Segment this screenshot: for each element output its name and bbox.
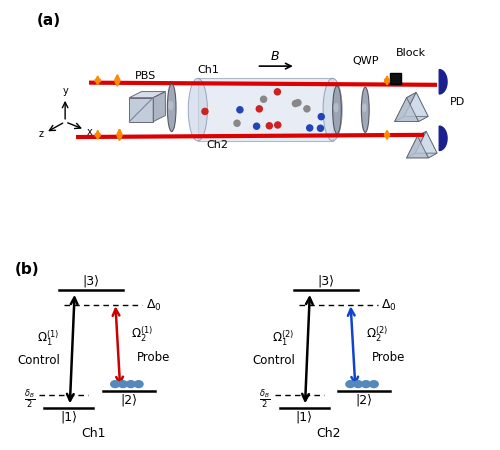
Text: PBS: PBS bbox=[135, 71, 156, 81]
Circle shape bbox=[292, 100, 298, 107]
Polygon shape bbox=[404, 92, 428, 117]
Text: z: z bbox=[39, 129, 44, 139]
Text: Block: Block bbox=[396, 48, 426, 58]
Polygon shape bbox=[439, 126, 447, 150]
Text: |2⟩: |2⟩ bbox=[120, 393, 138, 406]
Circle shape bbox=[354, 381, 362, 387]
Circle shape bbox=[260, 96, 266, 102]
Polygon shape bbox=[394, 92, 416, 122]
Text: $\Delta_0$: $\Delta_0$ bbox=[382, 298, 397, 313]
Text: Probe: Probe bbox=[372, 351, 405, 364]
Ellipse shape bbox=[168, 84, 176, 131]
Polygon shape bbox=[130, 91, 166, 98]
Circle shape bbox=[118, 381, 128, 387]
Ellipse shape bbox=[323, 78, 342, 141]
Text: x: x bbox=[87, 127, 92, 137]
Text: $\frac{\delta_B}{2}$: $\frac{\delta_B}{2}$ bbox=[24, 388, 36, 411]
Text: $\Omega_2^{(2)}$: $\Omega_2^{(2)}$ bbox=[366, 324, 388, 344]
Polygon shape bbox=[394, 117, 428, 122]
Polygon shape bbox=[130, 98, 153, 122]
Circle shape bbox=[346, 381, 354, 387]
Text: (a): (a) bbox=[37, 13, 61, 28]
Polygon shape bbox=[418, 131, 437, 158]
Circle shape bbox=[266, 123, 272, 129]
Polygon shape bbox=[198, 78, 332, 141]
Text: Ch2: Ch2 bbox=[316, 427, 341, 440]
Text: $\frac{\delta_B}{2}$: $\frac{\delta_B}{2}$ bbox=[260, 388, 270, 411]
Text: Ch2: Ch2 bbox=[206, 140, 229, 150]
Polygon shape bbox=[153, 91, 166, 122]
Text: y: y bbox=[63, 86, 68, 95]
Text: $\Delta_0$: $\Delta_0$ bbox=[146, 298, 162, 313]
Text: |3⟩: |3⟩ bbox=[82, 274, 100, 288]
Circle shape bbox=[306, 125, 312, 131]
Polygon shape bbox=[406, 92, 428, 122]
Text: Control: Control bbox=[17, 354, 60, 367]
Circle shape bbox=[134, 381, 143, 387]
Text: |1⟩: |1⟩ bbox=[296, 410, 312, 423]
Circle shape bbox=[295, 99, 301, 106]
Circle shape bbox=[304, 106, 310, 112]
Circle shape bbox=[202, 108, 208, 114]
Circle shape bbox=[274, 122, 281, 128]
Circle shape bbox=[370, 381, 378, 387]
Text: |3⟩: |3⟩ bbox=[318, 274, 334, 288]
Polygon shape bbox=[416, 131, 437, 153]
Text: Ch1: Ch1 bbox=[198, 65, 220, 75]
Text: $\Omega_2^{(1)}$: $\Omega_2^{(1)}$ bbox=[132, 324, 154, 344]
Ellipse shape bbox=[334, 103, 338, 112]
Polygon shape bbox=[406, 153, 437, 158]
Ellipse shape bbox=[362, 87, 369, 132]
Polygon shape bbox=[406, 131, 426, 158]
Text: $\Omega_1^{(2)}$: $\Omega_1^{(2)}$ bbox=[272, 328, 294, 348]
Circle shape bbox=[254, 123, 260, 129]
Text: |1⟩: |1⟩ bbox=[60, 410, 78, 423]
Circle shape bbox=[362, 381, 370, 387]
Ellipse shape bbox=[168, 101, 173, 110]
Circle shape bbox=[237, 107, 243, 113]
Circle shape bbox=[234, 120, 240, 126]
Text: (b): (b) bbox=[15, 261, 40, 276]
Circle shape bbox=[318, 125, 324, 131]
Polygon shape bbox=[439, 70, 447, 94]
Text: Probe: Probe bbox=[136, 351, 170, 364]
Text: QWP: QWP bbox=[352, 56, 378, 67]
Bar bbox=[390, 72, 402, 84]
Circle shape bbox=[318, 113, 324, 120]
Ellipse shape bbox=[332, 86, 342, 134]
Ellipse shape bbox=[188, 78, 208, 141]
Polygon shape bbox=[406, 136, 428, 158]
Polygon shape bbox=[394, 98, 418, 122]
Ellipse shape bbox=[362, 103, 367, 112]
Text: $\Omega_1^{(1)}$: $\Omega_1^{(1)}$ bbox=[37, 328, 60, 348]
Text: |2⟩: |2⟩ bbox=[356, 393, 372, 406]
Circle shape bbox=[110, 381, 120, 387]
Text: Control: Control bbox=[252, 354, 295, 367]
Text: $B$: $B$ bbox=[270, 50, 280, 63]
Text: Ch1: Ch1 bbox=[81, 427, 106, 440]
Text: PD: PD bbox=[450, 98, 466, 108]
Circle shape bbox=[126, 381, 135, 387]
Circle shape bbox=[274, 89, 280, 95]
Circle shape bbox=[256, 106, 262, 112]
